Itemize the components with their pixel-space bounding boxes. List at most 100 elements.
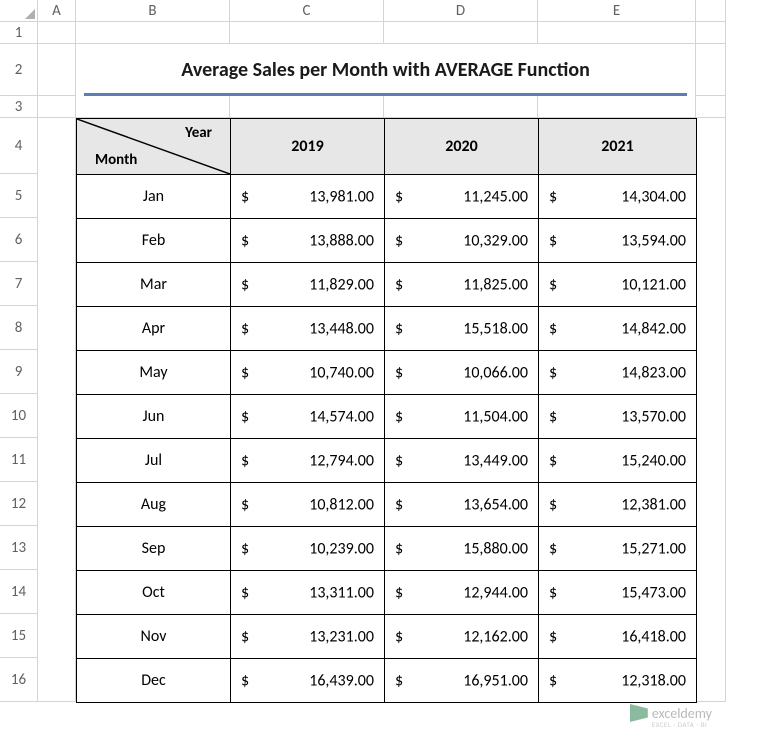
row-header-5[interactable]: 5 [0, 174, 38, 218]
cell[interactable] [38, 118, 76, 702]
value-cell[interactable]: $10,329.00 [385, 219, 539, 263]
value-cell[interactable]: $13,448.00 [231, 307, 385, 351]
year-header[interactable]: 2021 [539, 119, 697, 175]
value-cell[interactable]: $10,066.00 [385, 351, 539, 395]
month-cell[interactable]: Feb [77, 219, 231, 263]
year-header[interactable]: 2020 [385, 119, 539, 175]
row-header-3[interactable]: 3 [0, 96, 38, 118]
value-cell[interactable]: $11,504.00 [385, 395, 539, 439]
cell[interactable] [76, 22, 230, 44]
value-cell[interactable]: $11,245.00 [385, 175, 539, 219]
month-cell[interactable]: Mar [77, 263, 231, 307]
value-cell[interactable]: $12,162.00 [385, 615, 539, 659]
cell[interactable] [384, 96, 538, 118]
value-cell[interactable]: $14,574.00 [231, 395, 385, 439]
col-header-d[interactable]: D [384, 0, 538, 22]
value-cell[interactable]: $13,888.00 [231, 219, 385, 263]
value-cell[interactable]: $10,121.00 [539, 263, 697, 307]
cell[interactable] [696, 118, 726, 702]
value-cell[interactable]: $10,812.00 [231, 483, 385, 527]
cell[interactable] [538, 96, 696, 118]
value-cell[interactable]: $11,825.00 [385, 263, 539, 307]
month-cell[interactable]: Jan [77, 175, 231, 219]
month-cell[interactable]: Jun [77, 395, 231, 439]
value-cell[interactable]: $13,981.00 [231, 175, 385, 219]
value-cell[interactable]: $16,951.00 [385, 659, 539, 703]
value-cell[interactable]: $15,473.00 [539, 571, 697, 615]
amount-value: 13,888.00 [309, 231, 374, 250]
amount-value: 13,231.00 [309, 627, 374, 646]
value-cell[interactable]: $10,740.00 [231, 351, 385, 395]
month-cell[interactable]: Nov [77, 615, 231, 659]
col-header-f[interactable] [696, 0, 726, 22]
cell[interactable] [696, 44, 726, 96]
select-all-corner[interactable] [0, 0, 38, 22]
cell[interactable] [38, 22, 76, 44]
col-header-a[interactable]: A [38, 0, 76, 22]
value-cell[interactable]: $16,418.00 [539, 615, 697, 659]
row-header-14[interactable]: 14 [0, 570, 38, 614]
row-header-10[interactable]: 10 [0, 394, 38, 438]
value-cell[interactable]: $15,880.00 [385, 527, 539, 571]
row-header-1[interactable]: 1 [0, 22, 38, 44]
month-cell[interactable]: Apr [77, 307, 231, 351]
col-header-b[interactable]: B [76, 0, 230, 22]
watermark-brand: exceldemy [652, 705, 712, 722]
value-cell[interactable]: $15,271.00 [539, 527, 697, 571]
currency-symbol: $ [395, 363, 403, 382]
value-cell[interactable]: $14,823.00 [539, 351, 697, 395]
row-header-7[interactable]: 7 [0, 262, 38, 306]
row-header-4[interactable]: 4 [0, 118, 38, 174]
value-cell[interactable]: $13,594.00 [539, 219, 697, 263]
row-header-9[interactable]: 9 [0, 350, 38, 394]
value-cell[interactable]: $15,518.00 [385, 307, 539, 351]
month-cell[interactable]: Aug [77, 483, 231, 527]
value-cell[interactable]: $10,239.00 [231, 527, 385, 571]
value-cell[interactable]: $13,311.00 [231, 571, 385, 615]
cell[interactable] [538, 22, 696, 44]
row-header-11[interactable]: 11 [0, 438, 38, 482]
cell[interactable] [384, 22, 538, 44]
month-cell[interactable]: Dec [77, 659, 231, 703]
diagonal-header-cell[interactable]: Year Month [77, 119, 231, 175]
cell[interactable] [230, 96, 384, 118]
value-cell[interactable]: $13,449.00 [385, 439, 539, 483]
cell[interactable] [38, 96, 76, 118]
value-cell[interactable]: $14,304.00 [539, 175, 697, 219]
row-header-6[interactable]: 6 [0, 218, 38, 262]
amount-value: 13,570.00 [621, 407, 686, 426]
value-cell[interactable]: $14,842.00 [539, 307, 697, 351]
row-header-16[interactable]: 16 [0, 658, 38, 702]
month-cell[interactable]: May [77, 351, 231, 395]
row-header-8[interactable]: 8 [0, 306, 38, 350]
value-cell[interactable]: $11,829.00 [231, 263, 385, 307]
cell[interactable] [76, 96, 230, 118]
month-cell[interactable]: Sep [77, 527, 231, 571]
value-cell[interactable]: $15,240.00 [539, 439, 697, 483]
value-cell[interactable]: $13,570.00 [539, 395, 697, 439]
currency-symbol: $ [395, 539, 403, 558]
row-header-12[interactable]: 12 [0, 482, 38, 526]
month-cell[interactable]: Jul [77, 439, 231, 483]
row-header-15[interactable]: 15 [0, 614, 38, 658]
value-cell[interactable]: $12,944.00 [385, 571, 539, 615]
cell[interactable] [696, 96, 726, 118]
currency-symbol: $ [395, 583, 403, 602]
row-header-13[interactable]: 13 [0, 526, 38, 570]
cell[interactable] [230, 22, 384, 44]
value-cell[interactable]: $13,231.00 [231, 615, 385, 659]
cell[interactable] [38, 44, 76, 96]
title-cell[interactable]: Average Sales per Month with AVERAGE Fun… [76, 44, 696, 96]
value-cell[interactable]: $12,318.00 [539, 659, 697, 703]
col-header-c[interactable]: C [230, 0, 384, 22]
value-cell[interactable]: $16,439.00 [231, 659, 385, 703]
month-cell[interactable]: Oct [77, 571, 231, 615]
value-cell[interactable]: $13,654.00 [385, 483, 539, 527]
value-cell[interactable]: $12,381.00 [539, 483, 697, 527]
row-header-2[interactable]: 2 [0, 44, 38, 96]
year-header[interactable]: 2019 [231, 119, 385, 175]
col-header-e[interactable]: E [538, 0, 696, 22]
value-cell[interactable]: $12,794.00 [231, 439, 385, 483]
currency-symbol: $ [241, 671, 249, 690]
cell[interactable] [696, 22, 726, 44]
